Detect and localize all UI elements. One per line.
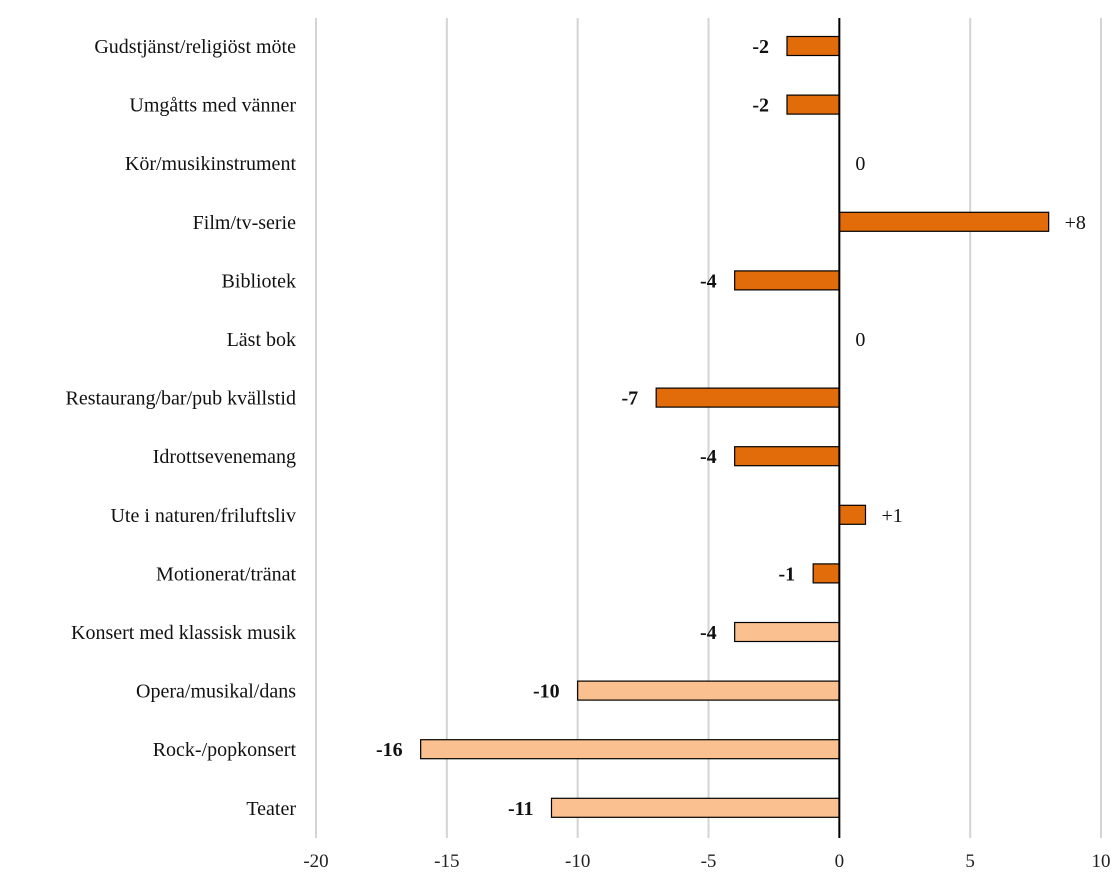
data-label: -1 [778,563,795,585]
category-label: Motionerat/tränat [156,563,296,585]
bar [838,504,867,525]
data-label: +8 [1065,212,1086,234]
data-label: -2 [752,36,769,58]
category-label: Restaurang/bar/pub kvällstid [65,388,296,410]
category-label: Konsert med klassisk musik [71,622,296,644]
data-label: -7 [621,388,638,410]
x-tick-label: -15 [434,851,459,872]
bar [734,446,840,467]
category-label: Film/tv-serie [193,212,296,234]
x-tick-label: 10 [1092,851,1111,872]
bar [786,94,840,115]
data-label: -11 [508,798,534,820]
data-label: -4 [700,622,717,644]
category-label: Kör/musikinstrument [125,153,297,175]
bar [786,35,840,57]
bar [734,621,840,643]
bar [420,739,840,760]
grid-layer [315,18,1102,838]
x-tick-label: 5 [965,851,975,872]
x-tick-label: 0 [835,851,845,872]
category-label: Ute i naturen/friluftsliv [110,505,296,527]
category-label: Gudstjänst/religiöst möte [94,36,296,58]
category-label: Läst bok [227,329,296,351]
data-label: 0 [855,329,865,351]
bar [812,563,840,584]
bar [577,680,840,701]
x-tick-label: -20 [303,851,328,872]
data-label: -4 [700,446,717,468]
category-label: Umgåtts med vänner [129,95,296,117]
data-label: 0 [855,153,865,175]
bar [838,211,1050,232]
bar [655,387,840,408]
data-label: -4 [700,270,717,292]
category-label: Rock-/popkonsert [153,739,297,761]
data-label: -2 [752,95,769,117]
bar [734,270,840,291]
data-label: +1 [882,505,903,527]
data-label: -10 [533,681,560,703]
x-tick-label: -10 [565,851,590,872]
x-tick-label: -5 [701,851,717,872]
data-label: -16 [376,739,403,761]
category-label: Idrottsevenemang [153,446,296,468]
category-label: Bibliotek [222,270,296,292]
bar [550,797,840,818]
category-label: Opera/musikal/dans [136,681,296,703]
bar-layer [420,35,1050,818]
category-label: Teater [246,798,296,820]
